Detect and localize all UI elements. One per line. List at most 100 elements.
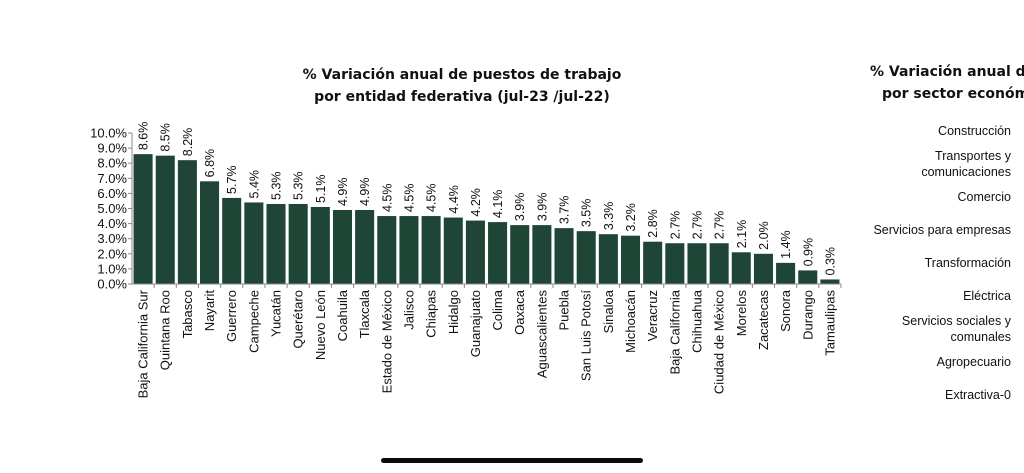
data-label: 5.3% bbox=[292, 171, 306, 200]
sector-label: Transformación bbox=[925, 256, 1011, 270]
x-tick-label: Tabasco bbox=[180, 290, 195, 338]
data-label: 3.5% bbox=[580, 199, 594, 228]
bar bbox=[554, 228, 574, 284]
bar bbox=[222, 197, 242, 284]
sector-label: Transportes y bbox=[935, 149, 1012, 163]
x-tick-label: Veracruz bbox=[645, 290, 660, 341]
bar bbox=[643, 241, 663, 284]
bar bbox=[266, 203, 286, 284]
data-label: 4.4% bbox=[447, 185, 461, 214]
bar bbox=[620, 235, 641, 284]
bar bbox=[709, 243, 729, 284]
y-tick-label: 1.0% bbox=[97, 261, 127, 276]
sector-bar-chart: % Variación anual d por sector económ Co… bbox=[870, 64, 1024, 402]
data-label: 3.3% bbox=[602, 202, 616, 231]
data-label: 3.9% bbox=[535, 193, 549, 222]
x-tick-label: Sonora bbox=[778, 289, 793, 332]
x-tick-label: Guanajuato bbox=[468, 290, 483, 357]
x-tick-label: Hidalgo bbox=[446, 290, 461, 334]
x-tick-label: Estado de México bbox=[379, 290, 394, 393]
bar bbox=[820, 279, 840, 284]
bar bbox=[731, 252, 751, 284]
sector-labels: Construcción Transportes y comunicaciones C… bbox=[873, 124, 1011, 402]
data-label: 1.4% bbox=[779, 230, 793, 259]
x-tick-label: Tlaxcala bbox=[357, 289, 372, 338]
data-label: 5.1% bbox=[314, 174, 328, 203]
bar bbox=[443, 217, 463, 284]
y-tick-label: 5.0% bbox=[97, 201, 127, 216]
x-tick-label: Chiapas bbox=[424, 290, 439, 338]
data-label: 4.5% bbox=[380, 184, 394, 213]
home-indicator[interactable] bbox=[381, 458, 643, 463]
y-tick-label: 4.0% bbox=[97, 216, 127, 231]
bar bbox=[776, 262, 796, 284]
bars bbox=[133, 154, 840, 284]
y-tick-label: 9.0% bbox=[97, 141, 127, 156]
x-tick-label: Campeche bbox=[246, 290, 261, 353]
y-tick-label: 2.0% bbox=[97, 246, 127, 261]
data-label: 2.7% bbox=[690, 211, 704, 240]
bar bbox=[510, 225, 530, 284]
x-tick-label: Sinaloa bbox=[601, 289, 616, 333]
data-label: 4.5% bbox=[425, 184, 439, 213]
x-tick-label: Tamaulipas bbox=[822, 290, 837, 356]
bar bbox=[355, 210, 375, 284]
x-tick-label: Michoacán bbox=[623, 290, 638, 353]
data-label: 4.9% bbox=[358, 178, 372, 207]
data-label: 2.8% bbox=[646, 209, 660, 238]
bar bbox=[465, 220, 485, 284]
bar bbox=[798, 270, 818, 284]
states-bar-chart: % Variación anual de puestos de trabajo … bbox=[90, 67, 842, 398]
data-labels: 8.6% 8.5% 8.2% 6.8% 5.7% 5.4% 5.3% 5.3% 5.1% 4.9%… bbox=[137, 122, 838, 276]
chart-title-line-2: por entidad federativa (jul-23 /jul-22) bbox=[314, 89, 610, 105]
y-tick-label: 7.0% bbox=[97, 171, 127, 186]
x-tick-label: Coahuila bbox=[335, 289, 350, 341]
x-tick-label: Nayarit bbox=[202, 290, 217, 332]
bar bbox=[576, 231, 596, 284]
data-label: 8.2% bbox=[181, 128, 195, 157]
bar bbox=[488, 222, 508, 284]
bar bbox=[532, 225, 552, 284]
y-tick-label: 0.0% bbox=[97, 277, 127, 292]
x-tick-label: Jalisco bbox=[401, 290, 416, 330]
data-label: 3.7% bbox=[558, 196, 572, 225]
x-tick-label: Morelos bbox=[734, 290, 749, 337]
x-tick-label: Oaxaca bbox=[512, 289, 527, 335]
x-tick-label: San Luis Potosí bbox=[579, 290, 594, 381]
x-tick-label: Querétaro bbox=[291, 290, 306, 349]
x-tick-label: Zacatecas bbox=[756, 290, 771, 350]
sector-label: Eléctrica bbox=[963, 289, 1011, 303]
sector-label: Extractiva-0 bbox=[945, 388, 1011, 402]
bar bbox=[133, 154, 153, 284]
bar bbox=[753, 253, 773, 284]
x-tick-label: Baja California bbox=[667, 289, 682, 374]
x-tick-label: Chihuahua bbox=[689, 289, 704, 353]
bar bbox=[288, 203, 308, 284]
x-tick-label: Quintana Roo bbox=[158, 290, 173, 370]
x-tick-label: Baja California Sur bbox=[136, 289, 151, 398]
sector-label: Construcción bbox=[938, 124, 1011, 138]
x-tick-label: Ciudad de México bbox=[712, 290, 727, 394]
sector-label: comunales bbox=[951, 330, 1011, 344]
x-axis: Baja California Sur Quintana Roo Tabasco Na… bbox=[132, 283, 842, 398]
sector-title-line-1: % Variación anual d bbox=[870, 64, 1024, 80]
data-label: 5.4% bbox=[247, 170, 261, 199]
y-tick-label: 8.0% bbox=[97, 156, 127, 171]
x-tick-label: Aguascalientes bbox=[534, 290, 549, 379]
x-tick-label: Puebla bbox=[557, 289, 572, 330]
sector-label: Agropecuario bbox=[937, 355, 1011, 369]
data-label: 4.1% bbox=[491, 190, 505, 218]
data-label: 4.9% bbox=[336, 178, 350, 207]
x-tick-label: Colima bbox=[490, 289, 505, 330]
sector-label: Comercio bbox=[958, 190, 1012, 204]
chart-title-line-1: % Variación anual de puestos de trabajo bbox=[303, 67, 622, 83]
bar bbox=[155, 155, 175, 284]
bar bbox=[332, 210, 353, 284]
x-tick-label: Yucatán bbox=[269, 290, 284, 337]
sector-label: comunicaciones bbox=[921, 165, 1011, 179]
data-label: 2.1% bbox=[735, 220, 749, 249]
data-label: 2.7% bbox=[668, 211, 682, 240]
bar bbox=[377, 216, 397, 284]
bar bbox=[687, 243, 707, 284]
